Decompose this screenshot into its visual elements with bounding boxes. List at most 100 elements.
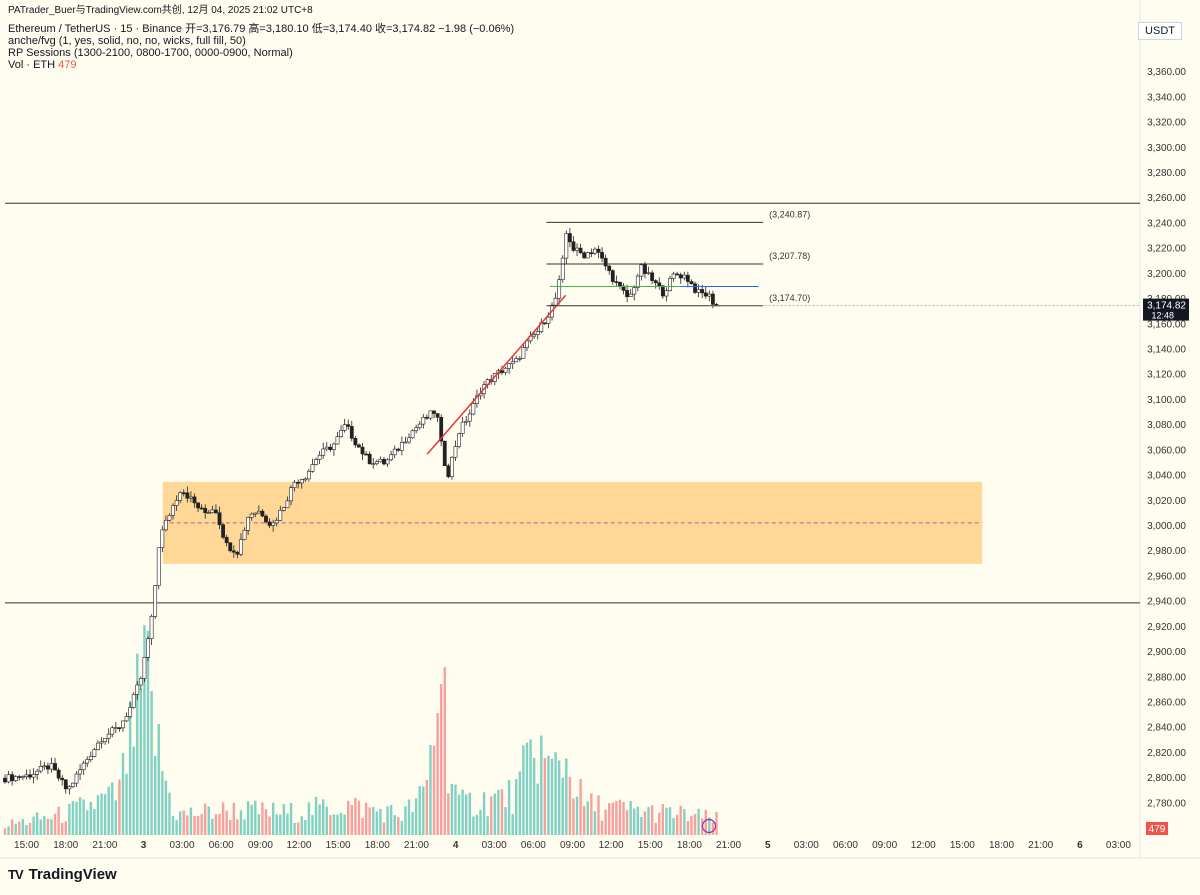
y-tick-label: 3,360.00 (1147, 67, 1186, 78)
volume-bar (518, 771, 522, 835)
volume-bar (289, 803, 293, 835)
candle-body (603, 257, 608, 267)
y-tick-label: 3,100.00 (1147, 395, 1186, 406)
candle-body (121, 720, 125, 729)
candle-body (593, 248, 597, 254)
candle-body (360, 446, 365, 455)
candle-body (278, 509, 283, 521)
candle-body (299, 479, 304, 484)
volume-bar (93, 809, 96, 835)
volume-bar (343, 814, 346, 835)
replay-icon (701, 818, 717, 834)
candle-body (306, 471, 311, 480)
candle-body (532, 334, 537, 337)
indicator-volume[interactable]: Vol · ETH 479 (8, 59, 514, 71)
y-tick-label: 2,860.00 (1147, 698, 1186, 709)
candle-body (192, 496, 197, 504)
candle-body (214, 509, 218, 514)
volume-bar (118, 779, 121, 835)
x-tick-label: 06:00 (521, 840, 546, 851)
y-tick-label: 3,220.00 (1147, 244, 1186, 255)
volume-bar (475, 814, 479, 835)
x-tick-label: 4 (453, 840, 459, 851)
x-tick-label: 06:00 (209, 840, 234, 851)
y-tick-label: 3,080.00 (1147, 420, 1186, 431)
volume-bar (225, 810, 228, 835)
volume-bar (575, 796, 579, 835)
candle-body (678, 274, 683, 279)
candle-body (664, 290, 669, 297)
volume-bar (78, 797, 82, 835)
tradingview-brand[interactable]: TV TradingView (8, 866, 117, 883)
candle-body (643, 264, 647, 274)
indicator-fvg[interactable]: anche/fvg (1, yes, solid, no, no, wicks,… (8, 35, 246, 47)
symbol-line[interactable]: Ethereum / TetherUS · 15 · Binance 开=3,1… (8, 23, 515, 35)
volume-bar (32, 816, 35, 835)
volume-tag (1146, 822, 1168, 835)
volume-bar (168, 792, 171, 835)
volume-bar (250, 804, 253, 835)
volume-bar (361, 817, 364, 835)
volume-bar (153, 755, 157, 835)
currency-button[interactable]: USDT (1138, 22, 1182, 40)
candle-body (35, 770, 40, 775)
candle-body (167, 515, 172, 521)
candle-body (700, 289, 705, 294)
candle-body (239, 539, 243, 555)
candle-body (249, 513, 254, 518)
x-tick-label: 6 (1077, 840, 1083, 851)
candle-body (407, 437, 411, 443)
y-tick-label: 2,900.00 (1147, 647, 1186, 658)
y-tick-label: 3,060.00 (1147, 445, 1186, 456)
candle-body (589, 252, 594, 254)
candle-body (274, 520, 279, 524)
volume-bar (200, 814, 203, 835)
volume-bar (186, 815, 189, 835)
candle-body (335, 436, 340, 445)
volume-bar (382, 822, 386, 835)
volume-bar (525, 742, 529, 835)
candle-body (31, 774, 36, 778)
volume-bar (490, 796, 493, 835)
volume-bar (422, 786, 425, 835)
volume-bar (404, 806, 407, 835)
x-tick-label: 21:00 (1028, 840, 1053, 851)
x-tick-label: 03:00 (794, 840, 819, 851)
volume-bar (665, 807, 668, 835)
y-tick-label: 2,980.00 (1147, 546, 1186, 557)
volume-bar (50, 819, 53, 835)
candle-body (668, 278, 672, 292)
volume-bar (418, 786, 421, 835)
candle-body (703, 292, 708, 297)
volume-bar (436, 713, 439, 835)
candle-body (389, 454, 394, 461)
x-tick-label: 09:00 (872, 840, 897, 851)
candle-body (321, 448, 326, 456)
candle-body (446, 465, 451, 478)
volume-bar (261, 802, 264, 835)
volume-bar (89, 801, 93, 835)
volume-bar (457, 794, 461, 835)
volume-bar (504, 807, 507, 835)
y-tick-label: 3,140.00 (1147, 345, 1186, 356)
volume-bar (189, 807, 193, 835)
volume-bar (511, 814, 514, 835)
indicator-sessions[interactable]: RP Sessions (1300-2100, 0800-1700, 0000-… (8, 47, 293, 59)
volume-bar (658, 812, 661, 835)
volume-tag-value: 479 (1149, 824, 1166, 835)
candle-body (607, 265, 612, 271)
x-tick-label: 06:00 (833, 840, 858, 851)
volume-bar (171, 815, 175, 835)
volume-bar (668, 807, 672, 835)
candle-body (507, 363, 512, 369)
candle-body (625, 290, 629, 297)
x-tick-label: 03:00 (170, 840, 195, 851)
candle-body (314, 459, 318, 465)
x-tick-label: 18:00 (365, 840, 390, 851)
y-tick-label: 3,020.00 (1147, 496, 1186, 507)
volume-bar (493, 793, 497, 835)
candle-body (374, 461, 379, 465)
volume-bar (229, 819, 232, 835)
candle-body (471, 403, 476, 415)
